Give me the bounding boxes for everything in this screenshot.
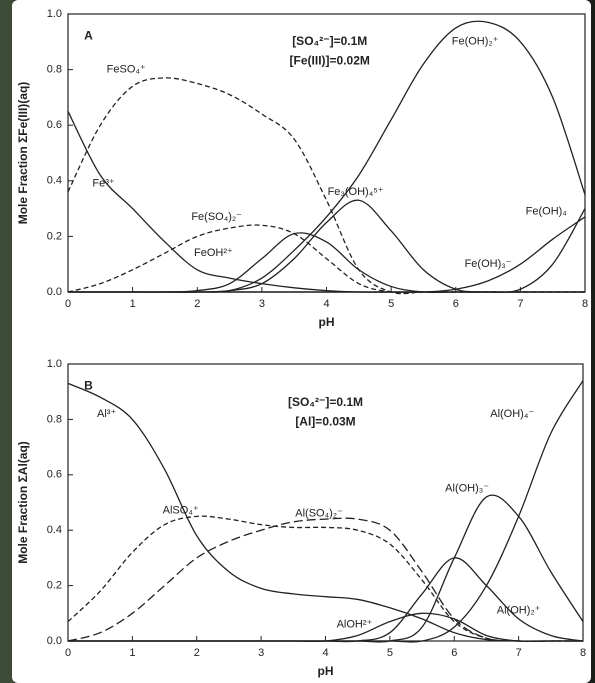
x-tick-label: 5 [388,298,394,310]
species-label: AlSO₄⁺ [163,505,199,517]
y-tick-label: 0.4 [47,524,62,536]
x-tick-label: 3 [258,647,264,659]
condition-annotation: [SO₄²⁻]=0.1M [292,34,367,48]
y-tick-label: 0.2 [47,580,62,592]
y-tick-label: 0.4 [47,175,62,187]
y-tick-label: 0.0 [47,286,62,298]
panel-label: A [84,28,93,42]
x-tick-label: 1 [130,298,136,310]
x-axis-label: pH [319,315,335,329]
y-tick-label: 0.6 [47,469,62,481]
species-label: FeSO₄⁺ [107,64,146,76]
x-tick-label: 7 [516,647,522,659]
y-tick-label: 0.0 [47,635,62,647]
y-tick-label: 0.8 [47,64,62,76]
y-tick-label: 0.8 [47,413,62,425]
species-label: Al(OH)₄⁻ [490,408,534,420]
species-label: Al³⁺ [97,408,116,420]
x-tick-label: 4 [323,298,329,310]
species-curve [67,517,583,642]
y-tick-label: 1.0 [47,8,62,20]
species-curve [67,224,585,294]
species-label: Fe(OH)₃⁻ [465,258,512,270]
species-label: FeOH²⁺ [194,247,233,259]
condition-annotation: [Al]=0.03M [295,414,355,428]
x-tick-label: 0 [65,647,71,659]
species-label: Fe(SO₄)₂⁻ [191,211,242,223]
x-axis-label: pH [318,664,334,678]
panel-label: B [84,378,93,392]
x-tick-label: 7 [517,298,523,310]
x-tick-label: 8 [580,647,586,659]
species-label: AlOH²⁺ [337,618,373,630]
y-tick-label: 0.6 [47,119,62,131]
species-label: Al(SO₄)₂⁻ [295,507,343,519]
y-tick-label: 0.2 [47,230,62,242]
x-tick-label: 3 [259,298,265,310]
background-photo [0,0,14,683]
species-label: Al(OH)₃⁻ [445,483,489,495]
species-curve [68,380,584,643]
x-tick-label: 4 [322,647,328,659]
x-tick-label: 2 [194,298,200,310]
x-tick-label: 5 [387,647,393,659]
condition-annotation: [SO₄²⁻]=0.1M [288,395,363,409]
species-label: Fe₃(OH)₄⁵⁺ [328,186,384,198]
x-tick-label: 6 [453,298,459,310]
condition-annotation: [Fe(III)]=0.02M [290,53,370,67]
figure-panel [12,0,591,683]
x-tick-label: 1 [129,647,135,659]
x-tick-label: 0 [65,298,71,310]
x-tick-label: 2 [194,647,200,659]
y-tick-label: 1.0 [47,358,62,370]
y-axis-label: Mole Fraction ΣAl(aq) [16,441,30,564]
x-tick-label: 8 [582,298,588,310]
x-tick-label: 6 [451,647,457,659]
species-curve [68,208,586,293]
species-label: Fe³⁺ [92,177,115,189]
y-axis-label: Mole Fraction ΣFe(III)(aq) [16,82,30,225]
species-label: Fe(OH)₄ [526,205,568,217]
species-label: Fe(OH)₂⁺ [452,36,499,48]
species-label: Al(OH)₂⁺ [497,604,541,616]
